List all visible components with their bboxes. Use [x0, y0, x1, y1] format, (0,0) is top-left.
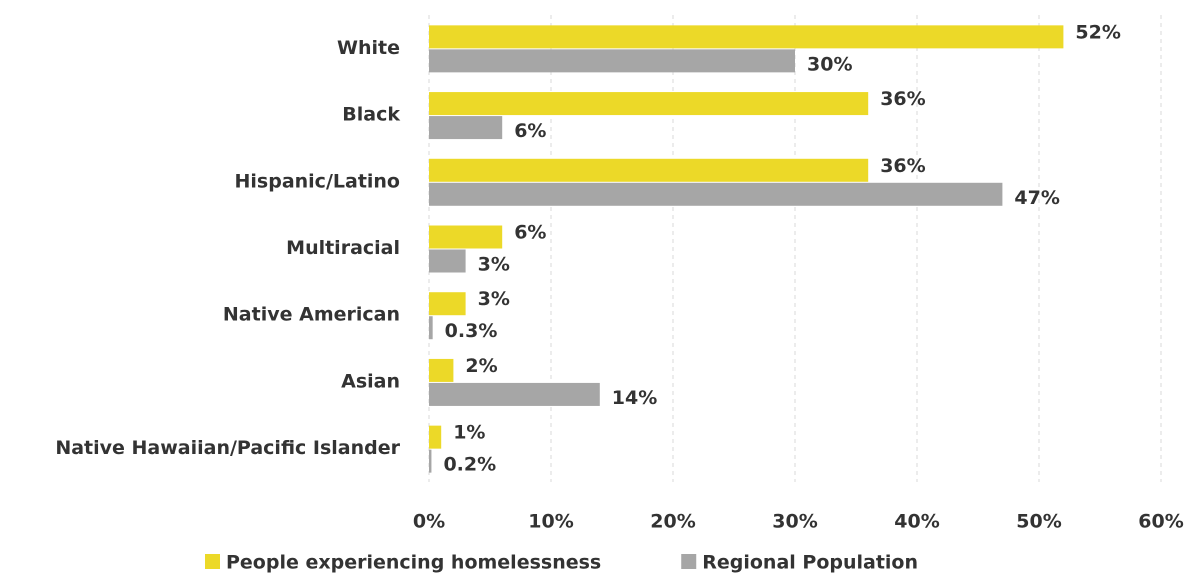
y-tick-label: Native American — [223, 304, 400, 326]
value-label: 36% — [880, 155, 925, 177]
bar — [429, 49, 795, 73]
bar — [429, 116, 503, 140]
x-tick-label: 10% — [528, 511, 573, 533]
legend-label: People experiencing homelessness — [226, 552, 601, 574]
bar — [429, 182, 1003, 206]
bar — [429, 292, 466, 316]
bar — [429, 358, 454, 382]
legend-swatch — [205, 554, 220, 569]
bar — [429, 225, 503, 249]
bar — [429, 25, 1064, 49]
value-label: 0.2% — [443, 454, 496, 476]
value-label: 3% — [478, 254, 510, 276]
value-label: 3% — [478, 288, 510, 310]
x-tick-label: 0% — [413, 511, 445, 533]
x-tick-label: 20% — [650, 511, 695, 533]
y-tick-label: Hispanic/Latino — [235, 170, 401, 192]
x-tick-label: 40% — [894, 511, 939, 533]
value-label: 6% — [514, 120, 546, 142]
value-label: 30% — [807, 53, 852, 75]
y-tick-label: Black — [342, 104, 400, 126]
y-tick-label: Multiracial — [286, 237, 400, 259]
bar — [429, 316, 433, 340]
value-label: 36% — [880, 88, 925, 110]
value-label: 0.3% — [445, 320, 498, 342]
y-tick-label: Asian — [341, 370, 400, 392]
legend-label: Regional Population — [702, 552, 918, 574]
value-label: 52% — [1075, 21, 1120, 43]
bar — [429, 249, 466, 273]
x-tick-label: 60% — [1138, 511, 1183, 533]
bar — [429, 449, 432, 473]
y-tick-label: Native Hawaiian/Pacific Islander — [55, 437, 400, 459]
value-label: 47% — [1014, 187, 1059, 209]
x-tick-label: 50% — [1016, 511, 1061, 533]
bar — [429, 158, 869, 182]
value-label: 1% — [453, 422, 485, 444]
value-label: 2% — [465, 355, 497, 377]
x-tick-label: 30% — [772, 511, 817, 533]
bar — [429, 92, 869, 116]
value-label: 14% — [612, 387, 657, 409]
value-label: 6% — [514, 222, 546, 244]
y-tick-label: White — [337, 37, 400, 59]
bar — [429, 425, 442, 449]
bar — [429, 382, 600, 406]
legend-swatch — [681, 554, 697, 569]
